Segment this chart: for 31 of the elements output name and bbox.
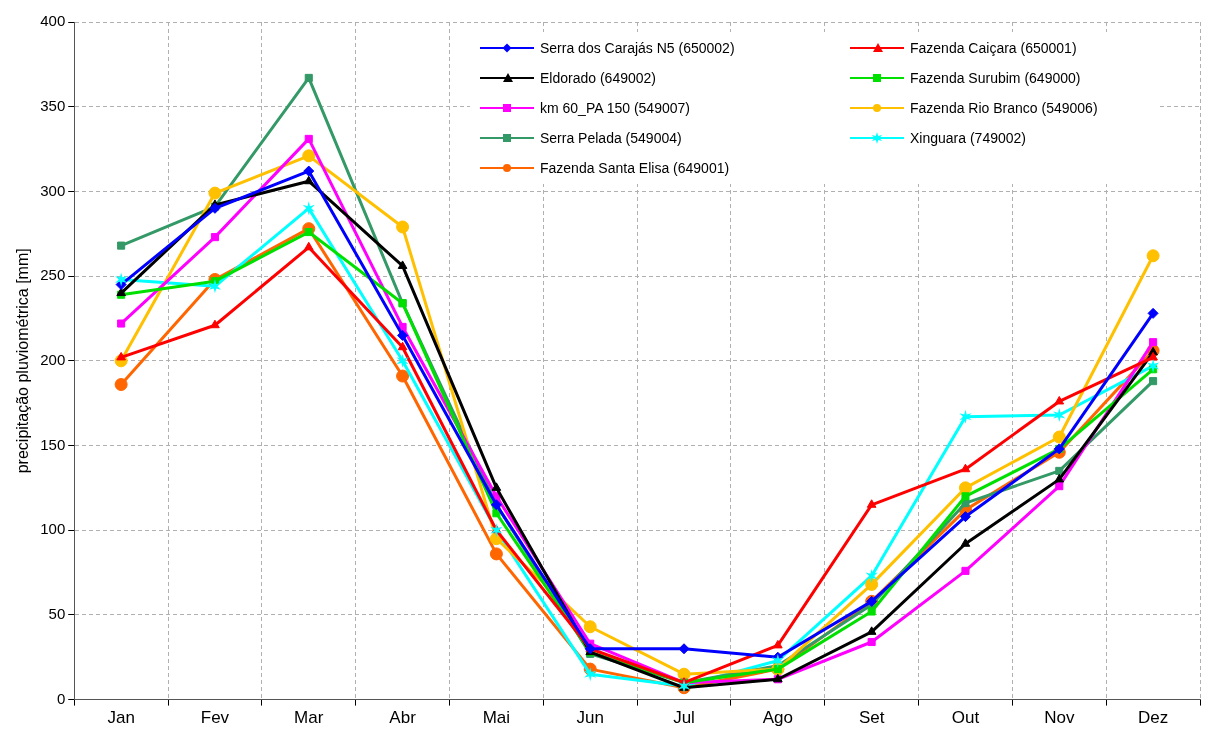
x-tick-label: Jul bbox=[673, 708, 695, 728]
y-tick-label: 250 bbox=[40, 266, 66, 284]
x-tick-label: Out bbox=[951, 708, 980, 728]
x-tick-label: Abr bbox=[389, 708, 417, 728]
y-tick-label: 150 bbox=[40, 435, 66, 453]
legend-label: Fazenda Surubim (649000) bbox=[910, 70, 1081, 86]
y-tick-label: 0 bbox=[56, 689, 66, 707]
x-tick-label: Ago bbox=[762, 708, 793, 728]
y-tick-label: 400 bbox=[40, 12, 66, 30]
y-tick-label: 350 bbox=[40, 96, 66, 114]
legend-label: Serra Pelada (549004) bbox=[540, 130, 682, 146]
y-axis-title: precipitação pluviométrica [mm] bbox=[14, 248, 32, 474]
x-tick-label: Set bbox=[858, 708, 885, 728]
x-tick-label: Dez bbox=[1137, 708, 1169, 728]
x-tick-label: Nov bbox=[1044, 708, 1075, 728]
legend-label: Serra dos Carajás N5 (650002) bbox=[540, 40, 735, 56]
y-tick-label: 200 bbox=[40, 350, 66, 368]
x-tick-label: Fev bbox=[200, 708, 230, 728]
legend-label: Fazenda Rio Branco (549006) bbox=[910, 100, 1098, 116]
legend-label: Fazenda Caiçara (650001) bbox=[910, 40, 1077, 56]
legend-label: Eldorado (649002) bbox=[540, 70, 656, 86]
x-tick-label: Jun bbox=[576, 708, 604, 728]
x-tick-label: Mai bbox=[482, 708, 511, 728]
legend-label: Xinguara (749002) bbox=[910, 130, 1026, 146]
y-tick-label: 100 bbox=[40, 520, 66, 538]
y-tick-label: 300 bbox=[40, 181, 66, 199]
y-tick-label: 50 bbox=[48, 605, 66, 623]
legend-label: Fazenda Santa Elisa (649001) bbox=[540, 160, 730, 176]
x-tick-label: Jan bbox=[107, 708, 135, 728]
legend-label: km 60_PA 150 (549007) bbox=[540, 100, 690, 116]
x-tick-label: Mar bbox=[294, 708, 324, 728]
